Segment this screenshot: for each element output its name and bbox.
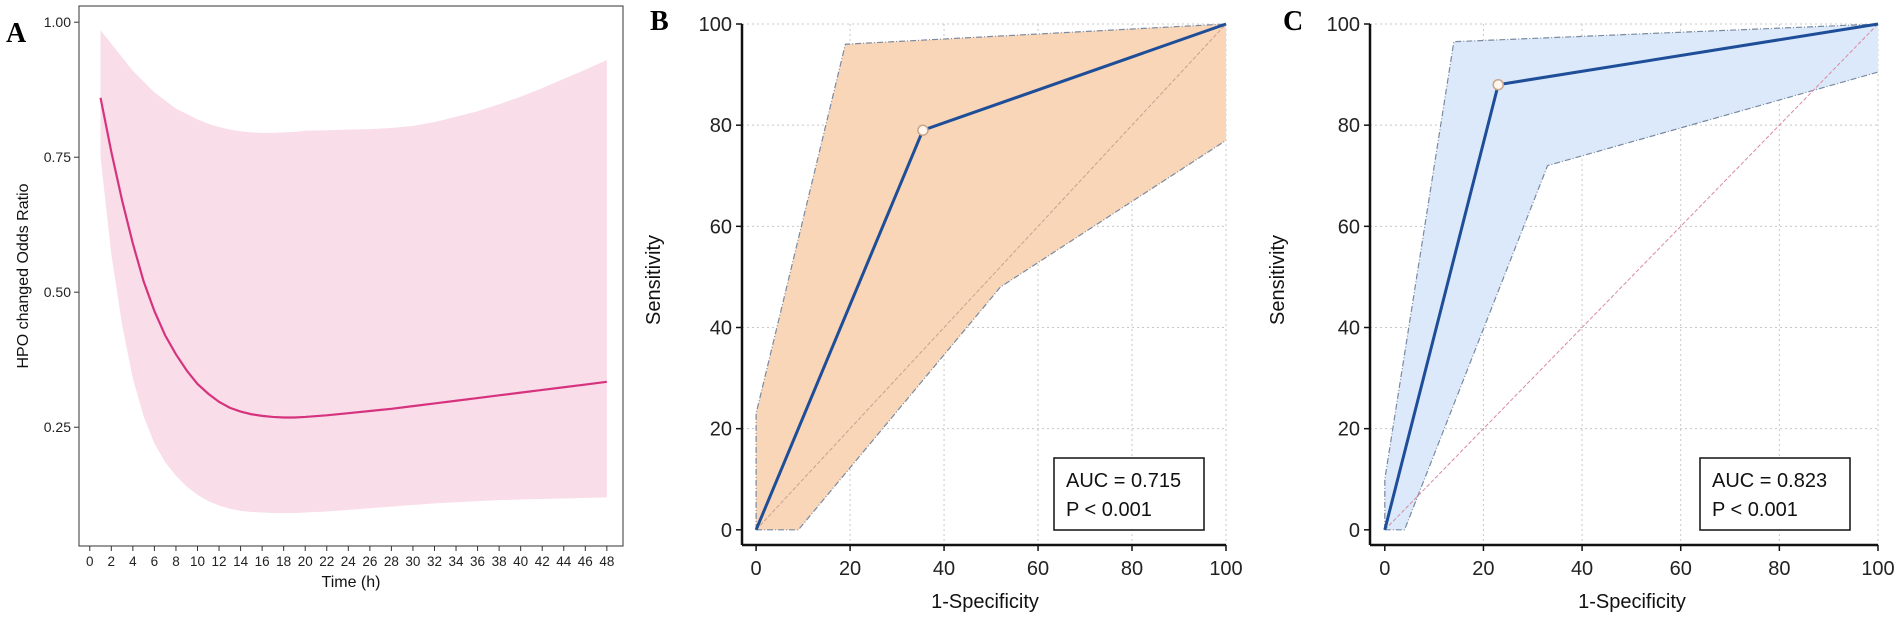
x-tick-label-a: 28 — [384, 554, 399, 569]
confidence-band-c — [1384, 24, 1878, 530]
y-axis-title-b: Sensitivity — [643, 235, 665, 325]
y-axis-title-c: Sensitivity — [1267, 235, 1289, 325]
x-tick-label-c: 100 — [1861, 558, 1894, 580]
x-tick-label-a: 48 — [599, 554, 614, 569]
x-tick-label-a: 38 — [492, 554, 507, 569]
x-tick-label-a: 30 — [405, 554, 420, 569]
x-tick-label-a: 0 — [86, 554, 94, 569]
x-tick-label-a: 2 — [108, 554, 116, 569]
x-tick-label-b: 80 — [1121, 558, 1143, 580]
y-tick-label-c: 80 — [1338, 115, 1360, 137]
y-tick-label-c: 60 — [1338, 216, 1360, 238]
x-tick-label-a: 16 — [255, 554, 270, 569]
panel-label-b: B — [650, 6, 669, 37]
y-tick-label-a: 1.00 — [44, 14, 71, 30]
y-tick-label-a: 0.50 — [44, 284, 71, 300]
cutoff-point-b — [917, 124, 929, 136]
x-axis-title-c: 1-Specificity — [1578, 591, 1686, 613]
p-value-text-c: P < 0.001 — [1712, 499, 1798, 521]
x-tick-label-c: 80 — [1768, 558, 1790, 580]
x-tick-label-c: 0 — [1379, 558, 1390, 580]
x-tick-label-a: 40 — [513, 554, 528, 569]
x-tick-label-a: 4 — [129, 554, 137, 569]
x-tick-label-a: 26 — [362, 554, 377, 569]
x-axis-title-a: Time (h) — [322, 574, 381, 591]
x-tick-label-c: 20 — [1472, 558, 1494, 580]
auc-text-b: AUC = 0.715 — [1066, 470, 1181, 492]
ci-lower-edge-b — [756, 139, 1227, 531]
x-tick-label-a: 34 — [449, 554, 465, 569]
x-tick-label-b: 40 — [933, 558, 955, 580]
y-tick-label-b: 40 — [710, 317, 732, 339]
auc-text-c: AUC = 0.823 — [1712, 470, 1827, 492]
reference-diagonal-c — [1384, 23, 1879, 531]
y-tick-label-b: 100 — [699, 14, 732, 36]
x-tick-label-a: 42 — [535, 554, 550, 569]
stats-box-c — [1699, 457, 1851, 531]
y-tick-label-a: 0.75 — [44, 149, 71, 165]
reference-diagonal-b — [755, 23, 1227, 531]
p-value-text-b: P < 0.001 — [1066, 499, 1152, 521]
x-axis-title-b: 1-Specificity — [931, 591, 1039, 613]
x-tick-label-a: 10 — [190, 554, 205, 569]
x-tick-label-a: 18 — [276, 554, 291, 569]
x-tick-label-b: 60 — [1027, 558, 1049, 580]
y-tick-label-b: 20 — [710, 419, 732, 441]
x-tick-label-a: 20 — [298, 554, 313, 569]
y-axis-title-a: HPO changed Odds Ratio — [15, 183, 32, 368]
x-tick-label-a: 22 — [319, 554, 334, 569]
y-tick-label-c: 20 — [1338, 419, 1360, 441]
x-tick-label-a: 24 — [341, 554, 357, 569]
x-tick-label-a: 32 — [427, 554, 442, 569]
cutoff-point-c — [1492, 78, 1504, 91]
x-tick-label-a: 14 — [233, 554, 249, 569]
panel-label-c: C — [1283, 6, 1303, 37]
x-tick-label-b: 0 — [751, 558, 762, 580]
y-tick-label-b: 80 — [710, 115, 732, 137]
y-tick-label-c: 40 — [1338, 317, 1360, 339]
x-tick-label-c: 60 — [1670, 558, 1692, 580]
ci-upper-edge-b — [755, 23, 1227, 530]
x-tick-label-b: 100 — [1209, 558, 1242, 580]
x-tick-label-a: 12 — [212, 554, 227, 569]
x-tick-label-a: 46 — [578, 554, 593, 569]
y-tick-label-a: 0.25 — [44, 419, 71, 435]
x-tick-label-a: 44 — [556, 554, 572, 569]
x-tick-label-a: 6 — [151, 554, 159, 569]
y-tick-label-c: 0 — [1349, 520, 1360, 542]
x-tick-label-b: 20 — [839, 558, 861, 580]
stats-box-b — [1053, 457, 1205, 531]
confidence-band-a — [100, 30, 607, 514]
x-tick-label-a: 8 — [172, 554, 180, 569]
odds-ratio-line-a — [99, 97, 607, 419]
y-tick-label-c: 100 — [1327, 14, 1360, 36]
panel-a: A 0.250.500.751.00 0 2 4 6 8 10 12 14 16 18 20 22 24… — [6, 5, 624, 591]
x-tick-label-a: 36 — [470, 554, 485, 569]
panel-label-a: A — [6, 18, 27, 49]
y-tick-label-b: 60 — [710, 216, 732, 238]
y-tick-label-b: 0 — [721, 520, 732, 542]
ci-upper-edge-c — [1384, 23, 1879, 530]
x-tick-label-c: 40 — [1571, 558, 1593, 580]
